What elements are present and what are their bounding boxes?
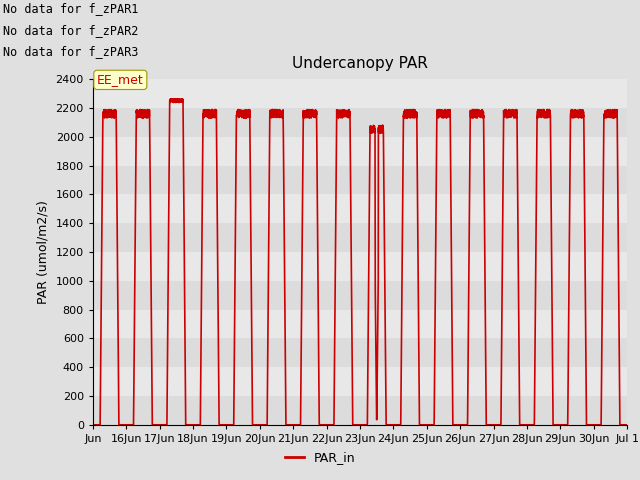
Bar bbox=[93, 223, 627, 252]
Bar bbox=[93, 137, 627, 166]
Bar bbox=[93, 338, 627, 367]
Bar bbox=[93, 396, 627, 425]
Bar bbox=[93, 252, 627, 281]
Y-axis label: PAR (umol/m2/s): PAR (umol/m2/s) bbox=[37, 200, 50, 304]
Bar bbox=[93, 310, 627, 338]
Bar bbox=[93, 166, 627, 194]
Bar bbox=[93, 79, 627, 108]
Bar bbox=[93, 367, 627, 396]
Text: No data for f_zPAR1: No data for f_zPAR1 bbox=[3, 2, 139, 15]
Legend: PAR_in: PAR_in bbox=[280, 446, 360, 469]
Text: No data for f_zPAR3: No data for f_zPAR3 bbox=[3, 45, 139, 58]
Title: Undercanopy PAR: Undercanopy PAR bbox=[292, 56, 428, 71]
Bar bbox=[93, 108, 627, 137]
Bar bbox=[93, 281, 627, 310]
Bar bbox=[93, 194, 627, 223]
Text: No data for f_zPAR2: No data for f_zPAR2 bbox=[3, 24, 139, 36]
Text: EE_met: EE_met bbox=[97, 73, 144, 86]
